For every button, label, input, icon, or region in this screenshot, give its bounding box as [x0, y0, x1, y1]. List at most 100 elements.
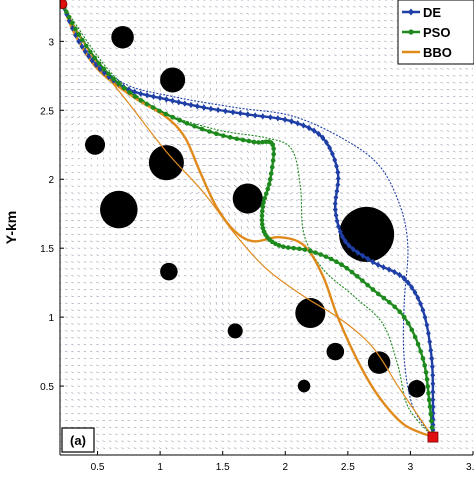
x-tick-label: 2.5 [341, 462, 355, 473]
marker-pso-4 [69, 20, 75, 26]
marker-de-45 [268, 114, 273, 121]
marker-de-15 [101, 69, 107, 77]
marker-pso-65 [259, 213, 265, 219]
marker-pso-17 [116, 81, 121, 86]
marker-de-47 [282, 116, 288, 123]
marker-pso-103 [397, 309, 402, 314]
marker-de-86 [381, 264, 386, 271]
marker-de-102 [427, 338, 433, 345]
marker-de-112 [430, 403, 436, 410]
marker-de-56 [320, 134, 326, 142]
marker-pso-24 [150, 105, 156, 110]
marker-pso-38 [234, 136, 240, 142]
marker-pso-77 [276, 243, 282, 248]
marker-de-81 [360, 252, 366, 259]
marker-pso-108 [412, 334, 418, 340]
marker-pso-43 [256, 140, 261, 145]
marker-pso-122 [429, 418, 434, 424]
marker-pso-94 [354, 273, 360, 279]
marker-pso-117 [426, 390, 431, 396]
y-tick-label: 1.5 [40, 244, 54, 255]
path-bbo-alt [61, 3, 434, 438]
y-axis-label: Y-km [3, 211, 19, 244]
marker-de-24 [144, 92, 150, 99]
marker-pso-110 [418, 349, 423, 354]
marker-de-105 [429, 355, 435, 362]
marker-de-42 [245, 111, 251, 118]
y-tick-label: 0.5 [40, 382, 54, 393]
obstacle-4 [100, 190, 138, 229]
marker-pso-102 [392, 304, 397, 310]
marker-pso-30 [184, 121, 190, 126]
legend-label-pso: PSO [423, 25, 450, 40]
marker-de-3 [66, 17, 72, 25]
marker-pso-33 [207, 129, 212, 134]
marker-pso-95 [360, 278, 365, 283]
marker-de-79 [350, 245, 356, 253]
marker-de-93 [409, 284, 415, 291]
marker-pso-85 [313, 250, 318, 255]
marker-pso-54 [268, 171, 274, 176]
marker-pso-9 [83, 43, 89, 49]
obstacle-12 [297, 379, 311, 393]
obstacle-7 [160, 262, 178, 281]
marker-pso-37 [227, 135, 233, 140]
marker-de-37 [215, 106, 221, 114]
x-tick-label: 1.5 [216, 462, 230, 473]
marker-de-67 [333, 194, 339, 201]
marker-pso-39 [240, 137, 246, 143]
marker-pso-99 [375, 291, 381, 297]
marker-de-82 [365, 255, 371, 263]
goal-marker [427, 431, 439, 443]
marker-pso-120 [427, 404, 433, 410]
marker-pso-98 [370, 287, 376, 292]
marker-de-94 [412, 289, 418, 296]
marker-pso-35 [214, 131, 219, 137]
marker-pso-5 [73, 26, 78, 32]
marker-pso-3 [66, 14, 72, 20]
marker-de-9 [82, 48, 88, 55]
legend-label-de: DE [423, 5, 441, 20]
marker-pso-121 [428, 411, 434, 417]
marker-pso-75 [273, 241, 278, 247]
marker-pso-25 [157, 108, 162, 114]
marker-pso-79 [285, 245, 291, 250]
obstacles [85, 25, 426, 398]
marker-pso-53 [269, 164, 275, 170]
marker-pso-93 [349, 269, 355, 275]
marker-de-38 [223, 107, 228, 115]
marker-pso-84 [308, 248, 313, 254]
marker-pso-114 [423, 370, 429, 375]
marker-pso-64 [259, 208, 265, 214]
marker-pso-112 [420, 356, 426, 361]
marker-pso-15 [106, 71, 111, 77]
marker-de-36 [208, 105, 214, 112]
marker-de-101 [426, 330, 431, 337]
marker-de-91 [401, 275, 407, 282]
obstacle-9 [227, 323, 243, 339]
marker-de-52 [306, 124, 312, 132]
marker-de-28 [163, 96, 169, 103]
marker-pso-67 [259, 221, 265, 227]
marker-pso-80 [291, 245, 296, 251]
marker-pso-115 [424, 377, 430, 382]
marker-de-77 [342, 238, 348, 245]
marker-de-92 [405, 279, 411, 286]
marker-de-85 [375, 261, 381, 268]
marker-de-8 [79, 43, 85, 50]
marker-de-96 [418, 300, 423, 308]
obstacle-3 [148, 145, 184, 181]
marker-pso-51 [271, 151, 276, 157]
marker-pso-19 [127, 90, 132, 95]
obstacle-0 [111, 25, 134, 49]
marker-pso-49 [270, 142, 276, 148]
panel-label-box [61, 427, 95, 453]
marker-de-14 [97, 65, 103, 73]
marker-de-89 [397, 271, 403, 279]
marker-de-99 [422, 314, 428, 321]
x-tick-label: 3 [408, 462, 414, 473]
marker-pso-86 [318, 252, 324, 257]
marker-pso-82 [302, 247, 308, 252]
axes: 0.5 1 1.5 2 2.5 3 0.5 1 1.5 2 2.5 3 3.5 Y-km [3, 0, 474, 473]
